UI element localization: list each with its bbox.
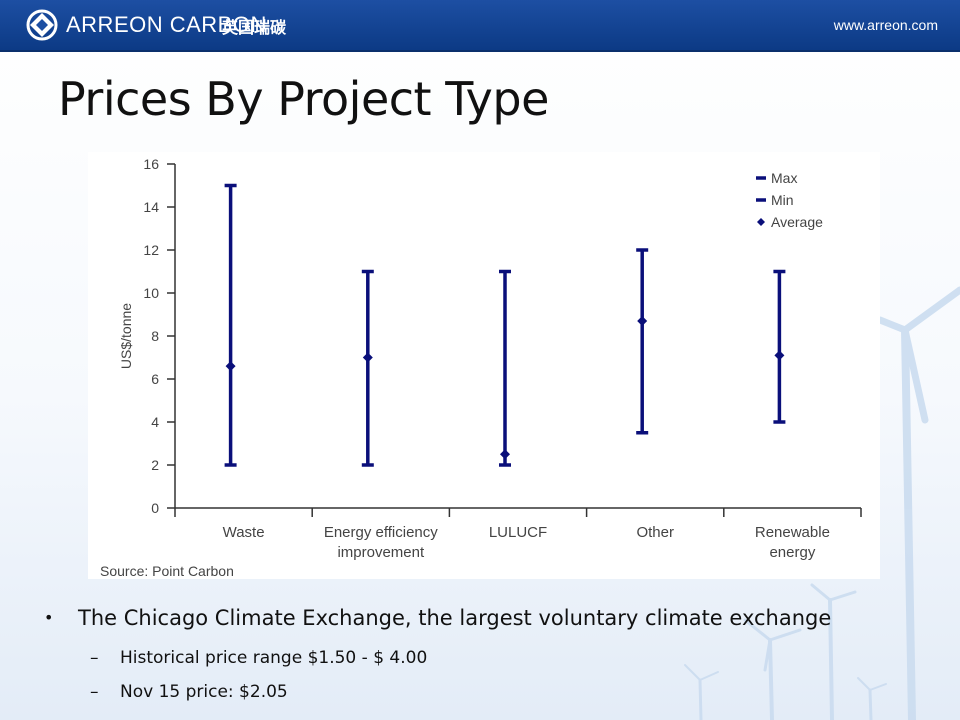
y-tick-label: 0 [151, 500, 159, 516]
x-tick-label: Waste [223, 524, 265, 541]
y-tick-label: 14 [143, 199, 159, 215]
average-point [774, 350, 785, 361]
legend-swatch [757, 218, 765, 226]
y-tick-label: 10 [143, 285, 159, 301]
brand-name-chinese: 英国瑞碳 [222, 18, 287, 37]
x-tick-label: Energy efficiency [324, 524, 438, 541]
price-range-chart: 0 2 4 6 8 10 12 14 16 US$/tonne Waste Energy effici… [100, 156, 862, 579]
slide-title: Prices By Project Type [58, 72, 549, 126]
legend-label: Min [771, 192, 794, 208]
y-axis-label: US$/tonne [118, 303, 134, 369]
y-tick-label: 8 [151, 328, 159, 344]
dash-icon: – [90, 648, 99, 668]
average-point [637, 315, 648, 326]
y-tick-label: 6 [151, 371, 159, 387]
bullet-dot-icon: • [44, 608, 54, 627]
y-tick-label: 16 [143, 156, 159, 172]
sub-bullet-text: Nov 15 price: $2.05 [120, 682, 288, 702]
legend-label: Average [771, 214, 823, 230]
y-tick-label: 2 [151, 457, 159, 473]
x-tick-label: energy [769, 544, 815, 561]
y-tick-label: 4 [151, 414, 159, 430]
website-link[interactable]: www.arreon.com [833, 17, 938, 33]
x-tick-label: Renewable [755, 524, 830, 541]
chart-source: Source: Point Carbon [100, 563, 234, 579]
arreon-logo-icon [26, 9, 58, 41]
average-point [500, 449, 510, 460]
header-bar: ARREON CARBON 英国瑞碳 www.arreon.com [0, 0, 960, 52]
sub-bullet-text: Historical price range $1.50 - $ 4.00 [120, 648, 428, 668]
bullet-main-text: The Chicago Climate Exchange, the larges… [78, 606, 832, 630]
average-point [362, 352, 373, 363]
y-tick-label: 12 [143, 242, 159, 258]
legend-label: Max [771, 170, 797, 186]
x-tick-label: Other [636, 524, 674, 541]
average-point [225, 361, 236, 372]
dash-icon: – [90, 682, 99, 702]
x-tick-label: LULUCF [489, 524, 547, 541]
brand-name: ARREON CARBON [66, 12, 267, 37]
x-tick-label: improvement [337, 544, 425, 561]
chart-panel: 0 2 4 6 8 10 12 14 16 US$/tonne Waste Energy effici… [88, 152, 880, 579]
